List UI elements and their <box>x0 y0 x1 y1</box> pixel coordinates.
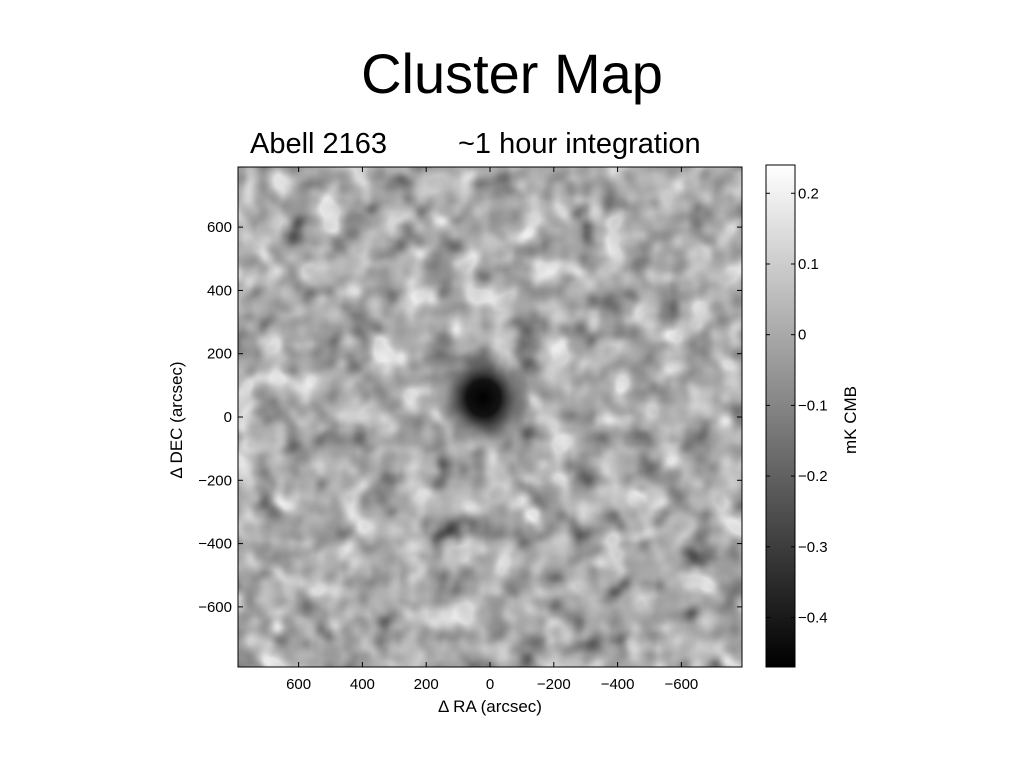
y-tick-label: −200 <box>198 472 232 489</box>
y-tick-label: 0 <box>224 409 232 426</box>
colorbar-tick-label: 0 <box>798 327 806 344</box>
heatmap <box>238 167 742 667</box>
y-tick-label: −600 <box>198 599 232 616</box>
colorbar-tick-label: −0.1 <box>798 397 828 414</box>
colorbar: 0.2 0.1 0 −0.1 −0.2 −0.3 −0.4 <box>765 164 828 668</box>
x-tick-label: 400 <box>350 676 375 693</box>
colorbar-tick-label: −0.2 <box>798 468 828 485</box>
colorbar-tick-label: 0.2 <box>798 185 819 202</box>
colorbar-tick-label: −0.3 <box>798 539 828 556</box>
colorbar-gradient <box>766 165 795 667</box>
y-tick-label: 600 <box>207 219 232 236</box>
y-tick-label: 400 <box>207 282 232 299</box>
chart-subtitle: ~1 hour integration <box>458 128 701 160</box>
slide-title: Cluster Map <box>361 42 663 105</box>
x-axis-label: Δ RA (arcsec) <box>438 697 542 716</box>
x-tick-label: 200 <box>414 676 439 693</box>
x-tick-label: −600 <box>664 676 698 693</box>
colorbar-label: mK CMB <box>841 386 860 454</box>
x-tick-label: −400 <box>601 676 635 693</box>
colorbar-frame <box>765 164 796 668</box>
y-tick-label: 200 <box>207 346 232 363</box>
x-tick-label: −200 <box>537 676 571 693</box>
colorbar-tick-label: 0.1 <box>798 256 819 273</box>
chart-title: Abell 2163 <box>250 128 388 160</box>
cluster-decrement-feature <box>435 346 532 451</box>
colorbar-tick-label: −0.4 <box>798 610 828 627</box>
y-axis-label: Δ DEC (arcsec) <box>167 361 186 478</box>
y-tick-label: −400 <box>198 536 232 553</box>
x-tick-label: 600 <box>286 676 311 693</box>
x-tick-label: 0 <box>486 676 494 693</box>
